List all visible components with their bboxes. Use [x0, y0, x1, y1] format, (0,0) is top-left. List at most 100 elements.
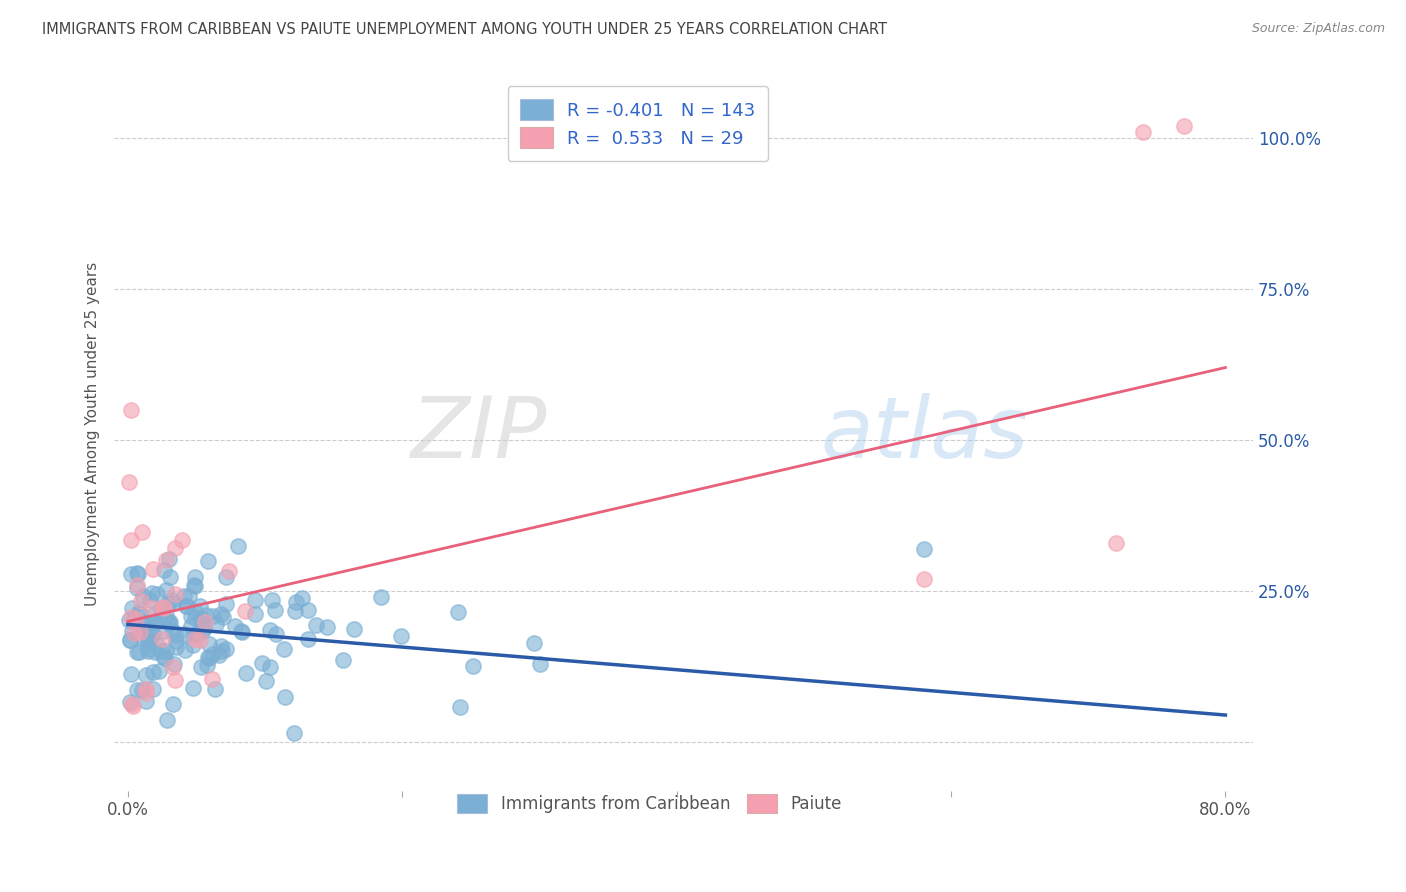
Point [155, 608, 177, 623]
Point [447, 606, 470, 620]
Point [122, 699, 145, 714]
Point [141, 601, 163, 615]
Point [162, 697, 184, 711]
Point [205, 616, 228, 631]
Point [118, 632, 141, 647]
Text: ZIP: ZIP [411, 392, 547, 475]
Point [529, 657, 551, 671]
Point [229, 624, 252, 639]
Point [118, 475, 141, 490]
Point [153, 613, 176, 627]
Point [332, 653, 354, 667]
Point [194, 615, 217, 629]
Point [449, 700, 471, 714]
Point [254, 674, 277, 689]
Point [125, 578, 148, 592]
Point [138, 630, 160, 644]
Point [152, 600, 174, 615]
Point [141, 586, 163, 600]
Point [120, 667, 142, 681]
Point [150, 603, 173, 617]
Text: IMMIGRANTS FROM CARIBBEAN VS PAIUTE UNEMPLOYMENT AMONG YOUTH UNDER 25 YEARS CORR: IMMIGRANTS FROM CARIBBEAN VS PAIUTE UNEM… [42, 22, 887, 37]
Point [190, 610, 212, 624]
Point [209, 607, 232, 622]
Point [152, 648, 174, 663]
Point [125, 612, 148, 626]
Point [121, 697, 143, 711]
Point [159, 570, 181, 584]
Point [1104, 536, 1126, 550]
Point [142, 681, 165, 696]
Point [245, 593, 267, 607]
Point [121, 624, 143, 638]
Point [131, 525, 153, 540]
Point [129, 624, 152, 639]
Point [120, 533, 142, 548]
Point [233, 604, 256, 618]
Point [150, 644, 173, 658]
Point [163, 541, 186, 556]
Point [163, 657, 186, 672]
Point [153, 624, 176, 639]
Point [162, 596, 184, 610]
Point [204, 681, 226, 696]
Point [118, 695, 141, 709]
Point [198, 650, 221, 665]
Point [235, 665, 257, 680]
Point [165, 640, 187, 654]
Point [132, 616, 155, 631]
Text: Source: ZipAtlas.com: Source: ZipAtlas.com [1251, 22, 1385, 36]
Point [129, 621, 152, 635]
Point [120, 632, 142, 647]
Point [165, 673, 187, 688]
Point [146, 587, 169, 601]
Point [183, 604, 205, 618]
Point [128, 607, 150, 621]
Point [463, 658, 485, 673]
Point [211, 643, 233, 657]
Point [136, 641, 159, 656]
Point [162, 593, 184, 607]
Point [264, 603, 287, 617]
Point [195, 658, 218, 673]
Point [120, 567, 142, 582]
Point [120, 402, 142, 417]
Point [139, 593, 162, 607]
Point [157, 615, 180, 630]
Point [283, 726, 305, 740]
Point [176, 599, 198, 613]
Point [184, 570, 207, 584]
Point [165, 633, 187, 648]
Point [181, 628, 204, 642]
Point [197, 650, 219, 665]
Point [297, 603, 319, 617]
Point [155, 553, 177, 567]
Point [143, 615, 166, 629]
Point [124, 614, 146, 628]
Point [226, 539, 249, 553]
Point [190, 660, 212, 674]
Point [188, 633, 211, 648]
Point [136, 632, 159, 646]
Point [183, 638, 205, 652]
Point [184, 579, 207, 593]
Point [125, 582, 148, 596]
Legend: Immigrants from Caribbean, Paiute: Immigrants from Caribbean, Paiute [446, 782, 853, 825]
Point [186, 626, 208, 640]
Point [912, 572, 935, 586]
Point [181, 681, 204, 695]
Point [212, 610, 235, 624]
Point [128, 645, 150, 659]
Point [142, 561, 165, 575]
Point [135, 694, 157, 708]
Point [259, 623, 281, 637]
Point [224, 619, 246, 633]
Point [250, 656, 273, 670]
Point [183, 577, 205, 591]
Point [285, 595, 308, 609]
Point [150, 632, 173, 646]
Point [118, 613, 141, 627]
Point [173, 626, 195, 640]
Point [389, 629, 412, 643]
Point [231, 625, 253, 640]
